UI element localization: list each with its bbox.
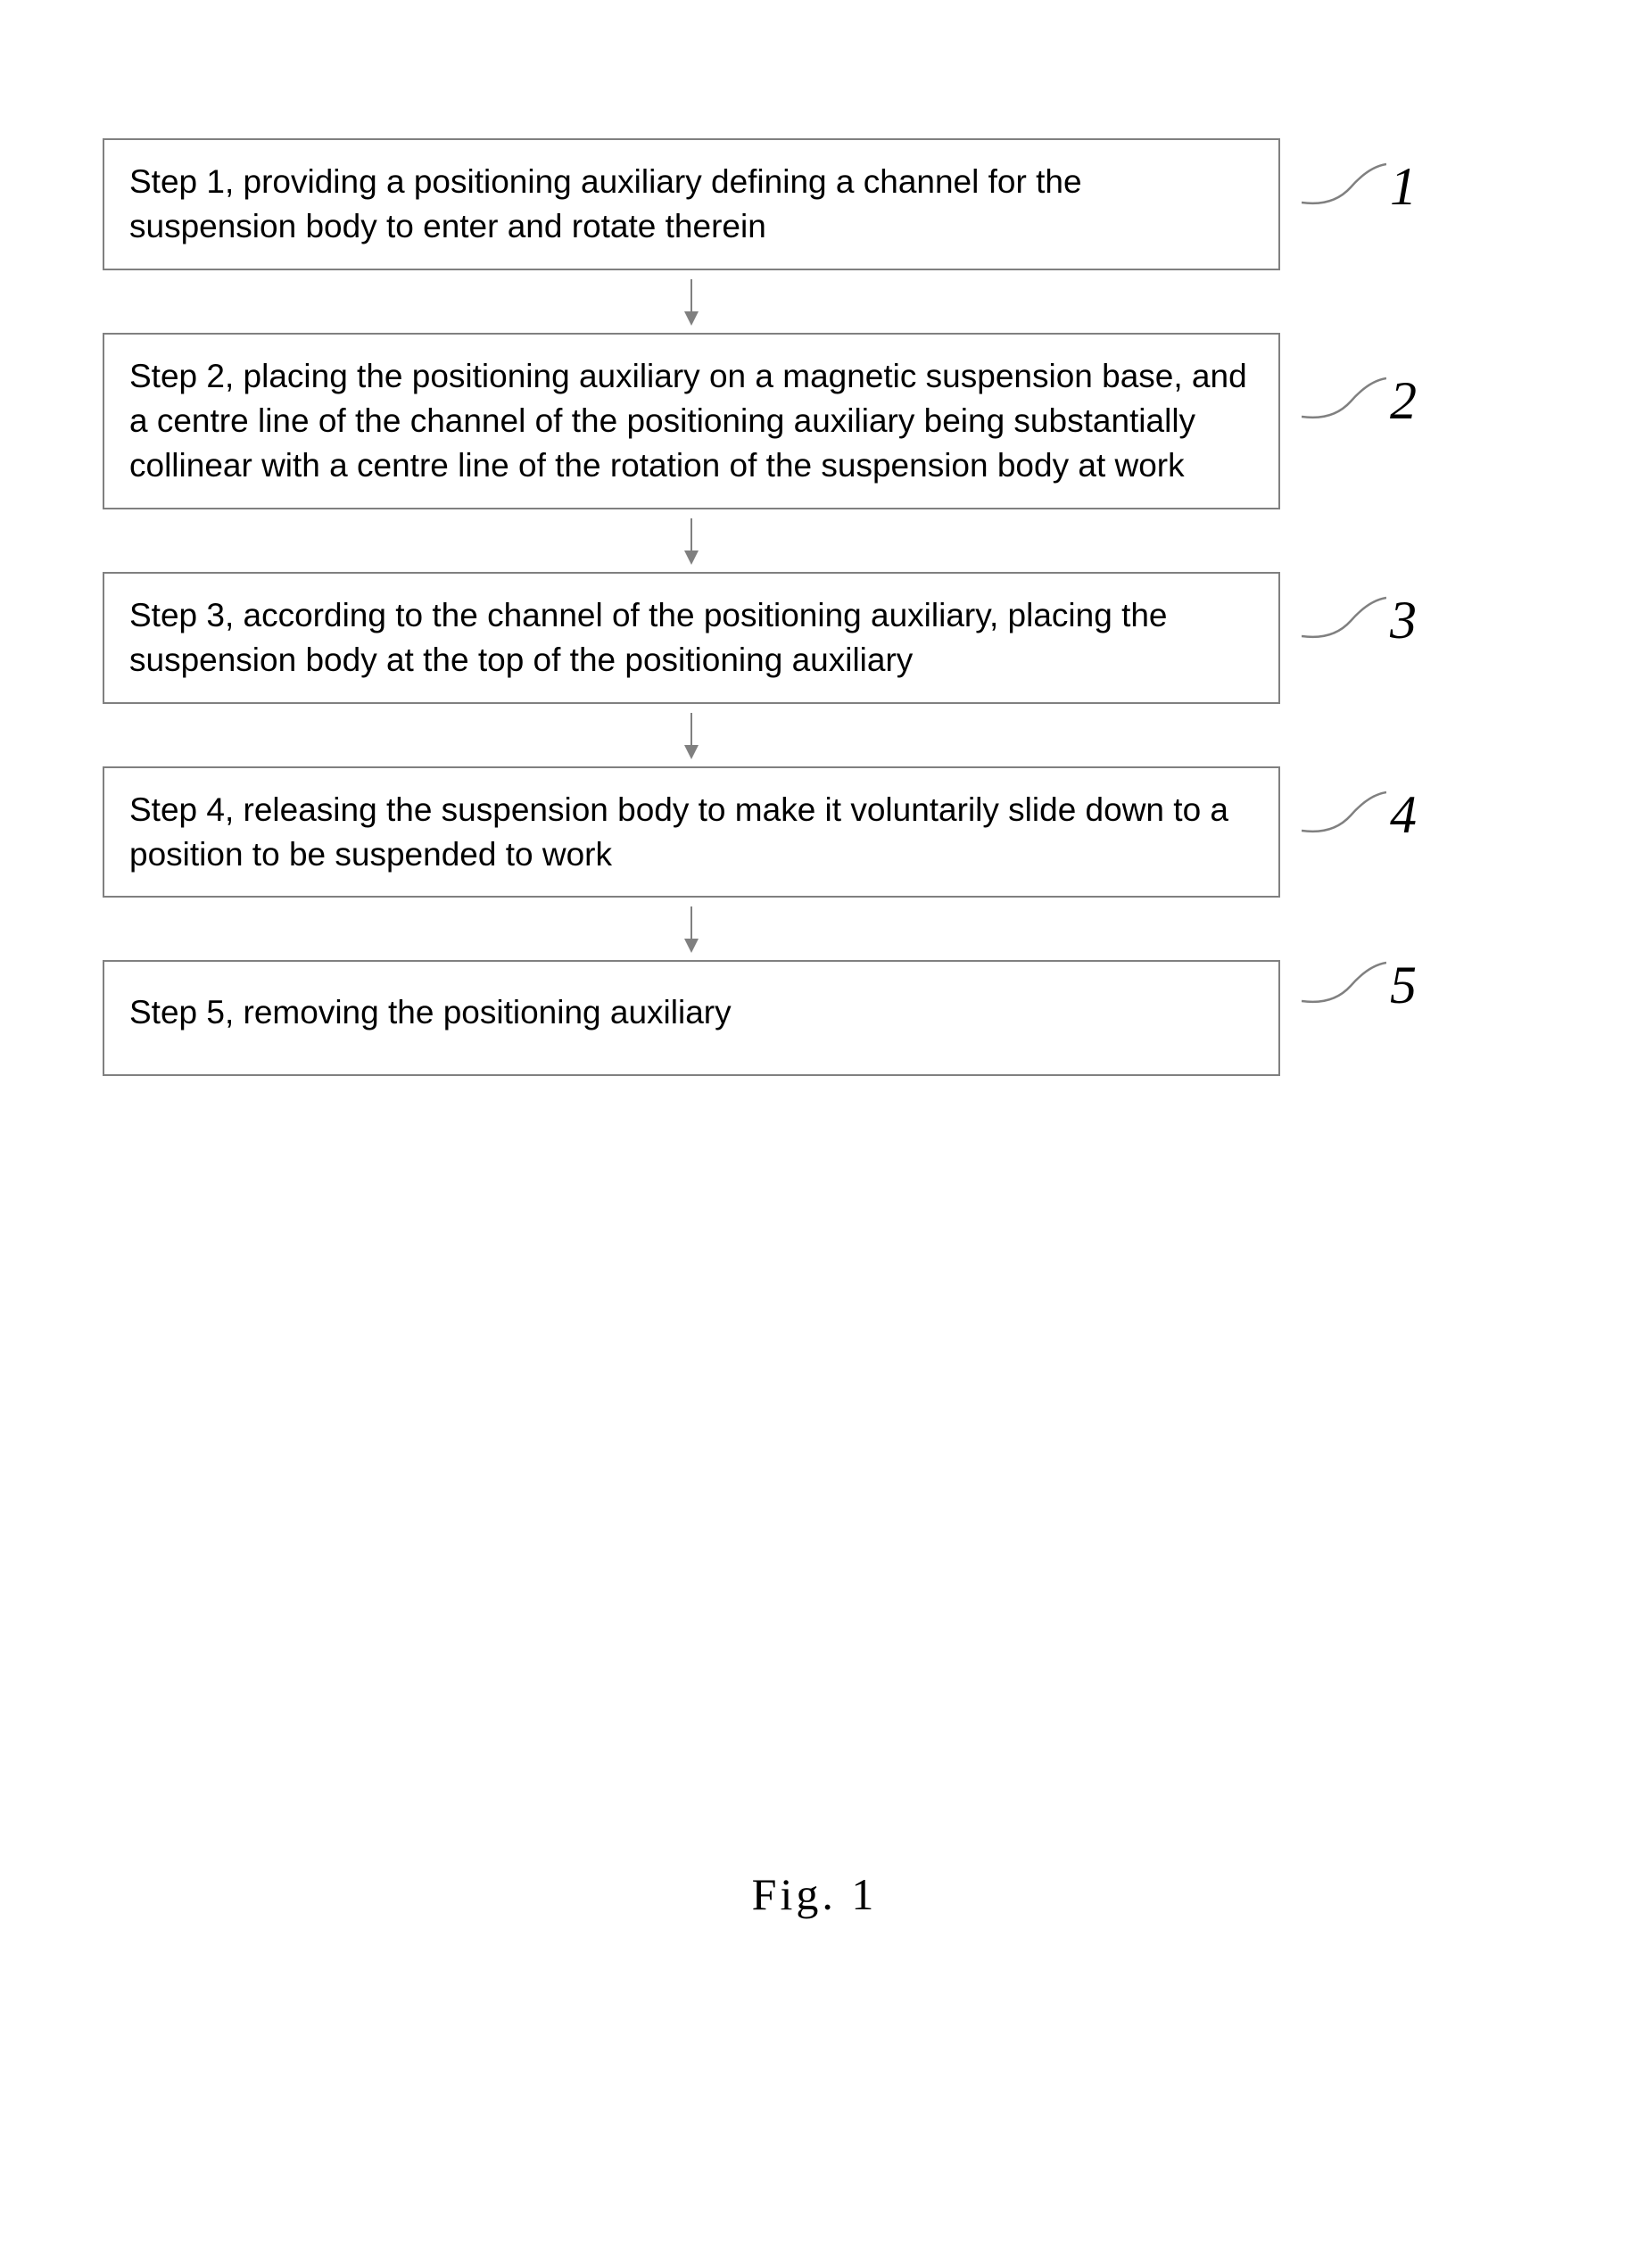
arrow-down-icon — [690, 518, 692, 563]
step-label-1: 1 — [1390, 156, 1417, 218]
connector-curve-icon — [1302, 162, 1386, 211]
label-group-2: 2 — [1302, 370, 1417, 432]
flowchart-container: Step 1, providing a positioning auxiliar… — [103, 138, 1423, 1076]
figure-caption: Fig. 1 — [0, 1868, 1629, 1920]
arrow-container-3 — [103, 704, 1280, 766]
label-group-1: 1 — [1302, 156, 1417, 218]
connector-curve-icon — [1302, 790, 1386, 840]
arrow-container-2 — [103, 509, 1280, 572]
label-group-5: 5 — [1302, 955, 1417, 1016]
arrow-container-1 — [103, 270, 1280, 333]
connector-curve-icon — [1302, 961, 1386, 1010]
step-label-5: 5 — [1390, 955, 1417, 1016]
step-label-3: 3 — [1390, 590, 1417, 651]
arrow-down-icon — [690, 279, 692, 324]
arrow-down-icon — [690, 906, 692, 951]
step-box-2: Step 2, placing the positioning auxiliar… — [103, 333, 1280, 509]
arrow-down-icon — [690, 713, 692, 757]
step-box-5: Step 5, removing the positioning auxilia… — [103, 960, 1280, 1076]
step-box-1: Step 1, providing a positioning auxiliar… — [103, 138, 1280, 270]
label-group-3: 3 — [1302, 590, 1417, 651]
label-group-4: 4 — [1302, 784, 1417, 846]
connector-curve-icon — [1302, 377, 1386, 426]
step-box-3: Step 3, according to the channel of the … — [103, 572, 1280, 704]
step-text-2: Step 2, placing the positioning auxiliar… — [129, 354, 1253, 488]
step-label-2: 2 — [1390, 370, 1417, 432]
step-text-3: Step 3, according to the channel of the … — [129, 593, 1253, 683]
step-box-4: Step 4, releasing the suspension body to… — [103, 766, 1280, 898]
step-label-4: 4 — [1390, 784, 1417, 846]
step-text-1: Step 1, providing a positioning auxiliar… — [129, 160, 1253, 249]
step-text-4: Step 4, releasing the suspension body to… — [129, 788, 1253, 877]
step-text-5: Step 5, removing the positioning auxilia… — [129, 990, 1253, 1035]
connector-curve-icon — [1302, 596, 1386, 645]
arrow-container-4 — [103, 898, 1280, 960]
